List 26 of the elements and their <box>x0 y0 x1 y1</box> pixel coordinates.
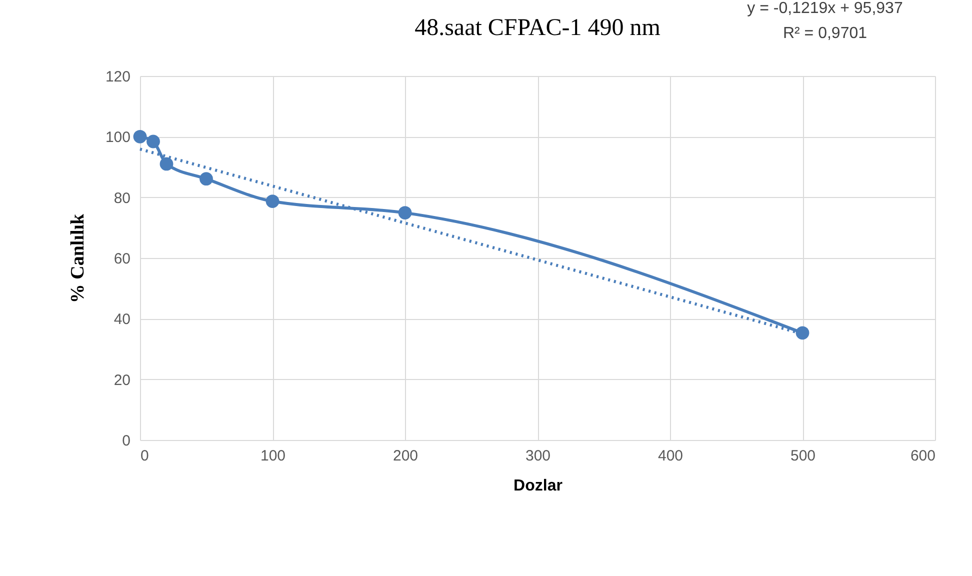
point <box>146 134 160 148</box>
point <box>398 206 412 220</box>
text: y = -0,1219x + 95,937 <box>747 0 903 17</box>
y-tick-label: 120 <box>105 68 130 86</box>
x-tick-label: 600 <box>910 448 936 464</box>
y-tick-label: 20 <box>114 372 130 389</box>
point <box>796 326 810 340</box>
x-tick-label: 100 <box>260 448 286 464</box>
x-tick-label: 300 <box>525 448 551 464</box>
x-tick-label: 400 <box>658 448 684 464</box>
point <box>200 172 213 186</box>
y-tick-label: 60 <box>114 250 130 268</box>
y-axis-title: % Canlılık <box>67 213 88 304</box>
x-tick-label: 200 <box>392 448 418 464</box>
point <box>133 130 147 144</box>
text: R² = 0,9701 <box>782 25 868 42</box>
x-tick-label: 500 <box>790 448 816 464</box>
point <box>266 194 280 208</box>
chart-title: 48.saat CFPAC-1 490 nm <box>414 15 661 41</box>
y-tick-label: 0 <box>122 432 130 450</box>
y-tick-label: 40 <box>114 311 130 328</box>
y-tick-label: 80 <box>114 190 130 207</box>
x-tick-label: 0 <box>140 448 149 464</box>
x-axis-title: Dozlar <box>514 478 562 494</box>
y-tick-label: 100 <box>105 129 130 146</box>
point <box>160 157 174 171</box>
